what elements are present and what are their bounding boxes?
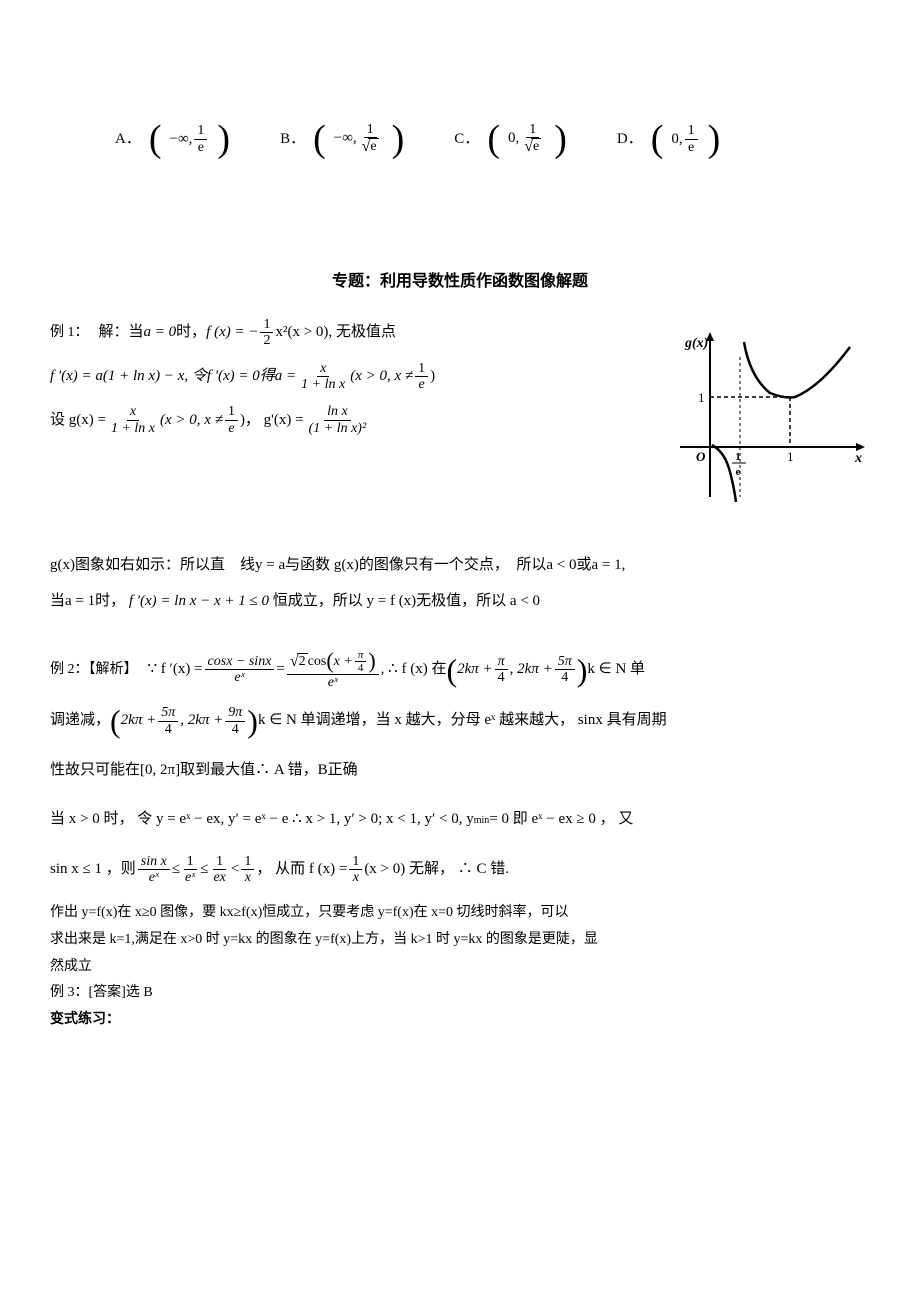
example-3-answer: 例 3：[答案]选 B: [50, 980, 870, 1007]
ex2-line4: 当 x > 0 时， 令 y = eˣ − ex, y′ = eˣ − e ∴ …: [50, 801, 870, 839]
ex1-line3: 设 g(x) = x 1 + ln x (x > 0, x ≠ 1 e )， g…: [50, 404, 650, 436]
ex2-line3: 性故只可能在[0, 2π]取到最大值∴ A 错，B正确: [50, 752, 870, 790]
ex1-conclusion: g(x)图象如右如示：所以直 线y = a与函数 g(x)的图像只有一个交点， …: [50, 547, 870, 619]
tail-line1: 作出 y=f(x)在 x≥0 图像，要 kx≥f(x)恒成立，只要考虑 y=f(…: [50, 900, 870, 927]
option-d: D． ( 0, 1 e ): [617, 120, 720, 158]
ex2-line2: 调递减， ( 2kπ + 5π 4 , 2kπ + 9π 4 ) k ∈ N 单…: [50, 702, 870, 740]
svg-text:e: e: [736, 466, 741, 478]
example-2-block: 例 2：【解析】 ∵ f ′(x) = cosx − sinx eˣ = √2 …: [50, 649, 870, 889]
option-b-fraction: 1 √e: [359, 122, 382, 156]
option-c-fraction: 1 √e: [521, 122, 544, 156]
option-b: B． ( −∞, 1 √e ): [280, 120, 404, 158]
left-paren: (: [149, 120, 162, 158]
option-a: A． ( −∞, 1 e ): [115, 120, 230, 158]
option-a-label: A．: [115, 126, 141, 153]
tail-line2: 求出来是 k=1,满足在 x>0 时 y=kx 的图象在 y=f(x)上方，当 …: [50, 927, 870, 954]
section-title: 专题：利用导数性质作函数图像解题: [50, 268, 870, 297]
tail-line3: 然成立: [50, 954, 870, 981]
graph-label-origin: O: [696, 449, 706, 464]
svg-text:1: 1: [735, 451, 741, 463]
option-a-fraction: 1 e: [194, 123, 207, 155]
graph-label-x: x: [854, 451, 862, 466]
option-b-content: −∞, 1 √e: [334, 122, 384, 156]
ex1-line2: f '(x) = a(1 + ln x) − x, 令f '(x) = 0得a …: [50, 361, 650, 393]
graph-label-1y: 1: [698, 390, 705, 405]
right-paren: ): [217, 120, 230, 158]
variation-practice-heading: 变式练习：: [50, 1007, 870, 1034]
example-1-block: 例 1： 解：当 a = 0 时， f (x) = − 1 2 x²(x > 0…: [50, 317, 870, 507]
option-c-label: C．: [454, 126, 479, 153]
ex1-conclusion-p1: g(x)图象如右如示：所以直 线y = a与函数 g(x)的图像只有一个交点， …: [50, 547, 870, 583]
option-b-label: B．: [280, 126, 305, 153]
option-a-content: −∞, 1 e: [170, 123, 210, 155]
multiple-choice-options: A． ( −∞, 1 e ) B． ( −∞, 1 √e ) C． ( 0, 1: [50, 120, 870, 158]
option-d-label: D．: [617, 126, 643, 153]
option-d-fraction: 1 e: [685, 123, 698, 155]
option-c: C． ( 0, 1 √e ): [454, 120, 567, 158]
tail-text: 作出 y=f(x)在 x≥0 图像，要 kx≥f(x)恒成立，只要考虑 y=f(…: [50, 900, 870, 1033]
graph-label-1x: 1: [787, 449, 794, 464]
ex1-conclusion-p2: 当a = 1时， f '(x) = ln x − x + 1 ≤ 0 恒成立，所…: [50, 583, 870, 619]
graph-svg: g(x) 1 O 1 x 1 e: [670, 327, 870, 507]
option-c-content: 0, 1 √e: [508, 122, 546, 156]
graph-label-gx: g(x): [684, 336, 708, 351]
ex2-line5: sin x ≤ 1 ，则 sin x eˣ ≤ 1 eˣ ≤ 1 ex < 1 …: [50, 851, 870, 889]
example-1-text: 例 1： 解：当 a = 0 时， f (x) = − 1 2 x²(x > 0…: [50, 317, 650, 448]
ex1-line1: 例 1： 解：当 a = 0 时， f (x) = − 1 2 x²(x > 0…: [50, 317, 650, 349]
ex2-line1: 例 2：【解析】 ∵ f ′(x) = cosx − sinx eˣ = √2 …: [50, 649, 870, 691]
option-d-content: 0, 1 e: [671, 123, 699, 155]
function-graph: g(x) 1 O 1 x 1 e: [670, 327, 870, 507]
